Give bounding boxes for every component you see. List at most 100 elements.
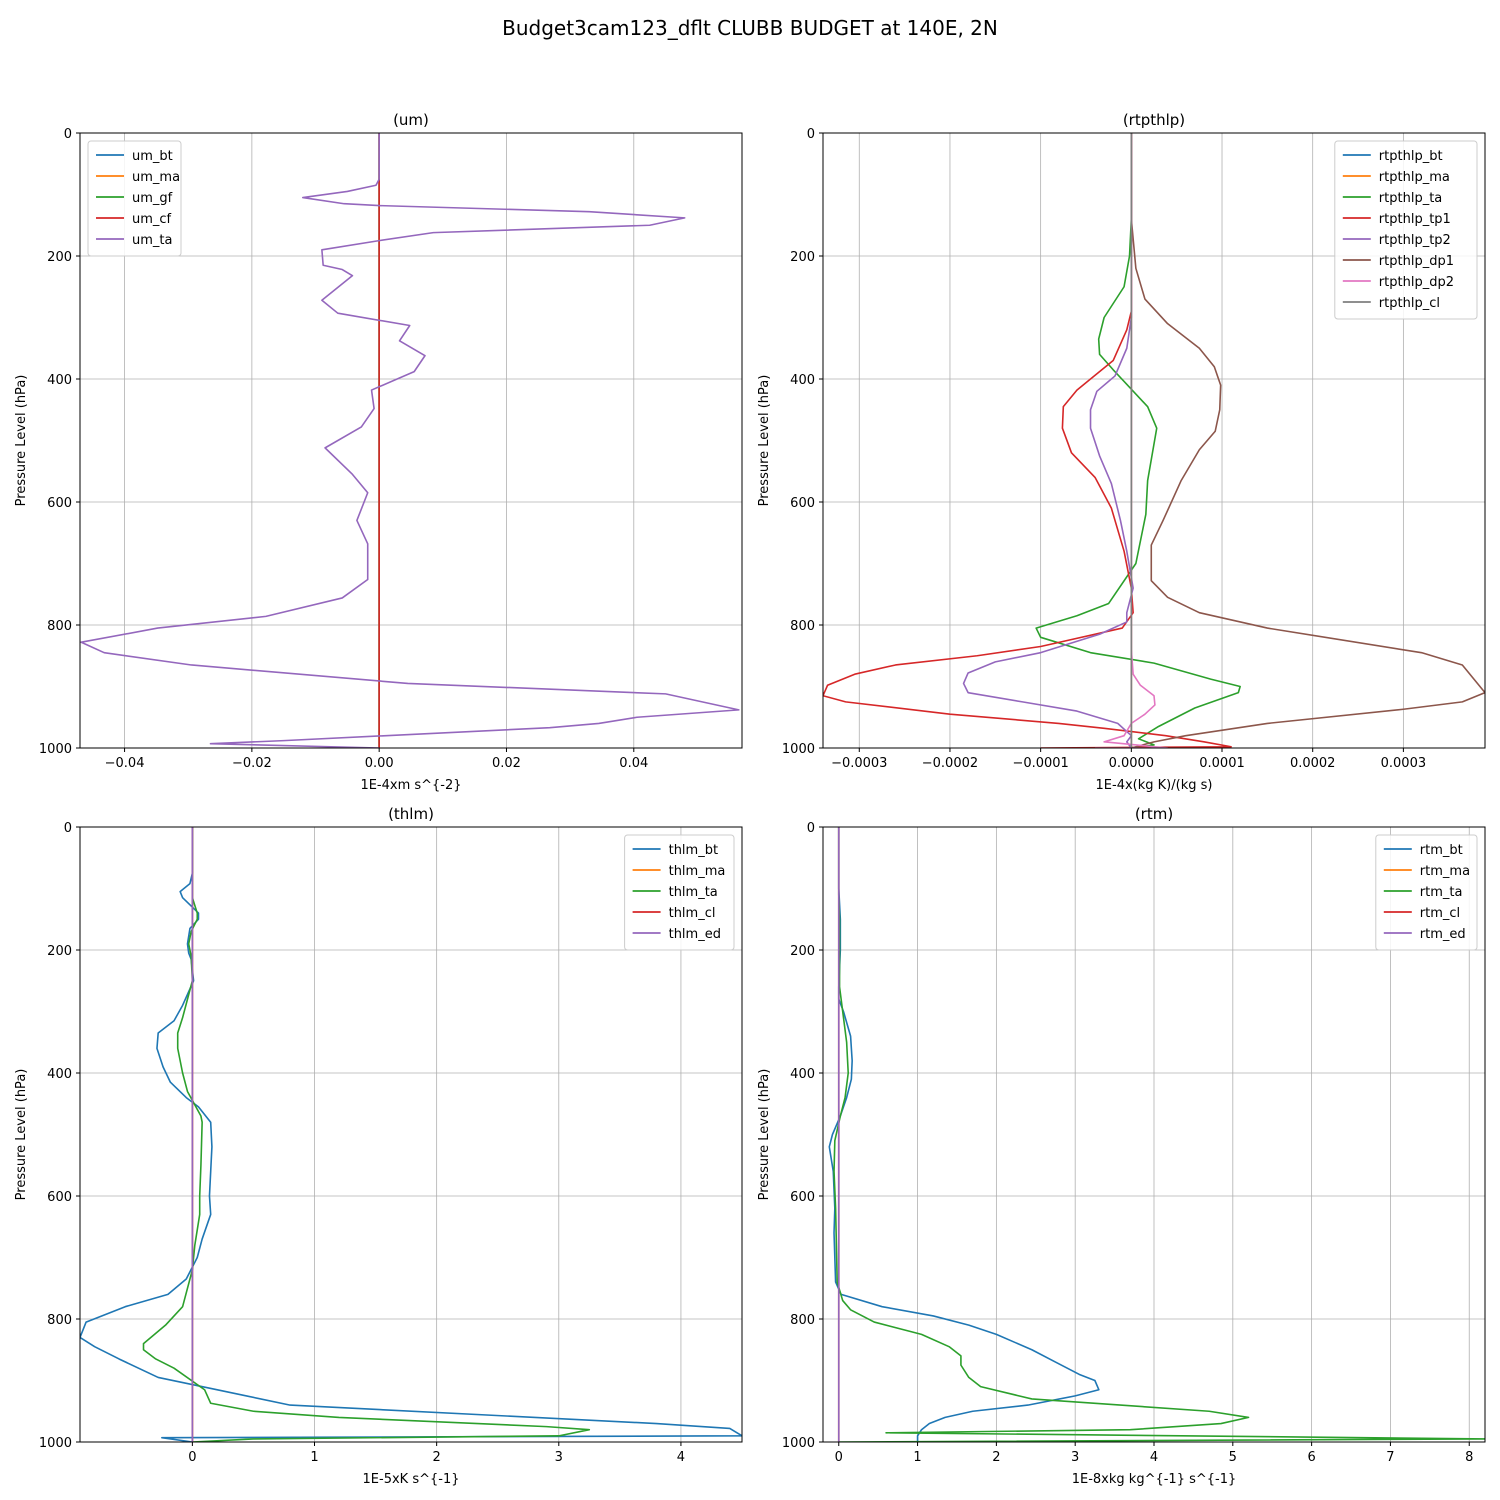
x-tick-label: 5 [1229, 1450, 1237, 1465]
series-line-rtm_bt [828, 827, 1100, 1442]
x-tick-label: 0.0000 [1109, 756, 1155, 771]
legend: rtm_bt rtm_ma rtm_ta rtm_cl rtm_ed [1375, 834, 1478, 951]
legend-entry: rtpthlp_ma [1379, 170, 1450, 185]
legend-entry: um_ta [132, 233, 172, 248]
panel-title: (thlm) [388, 805, 434, 823]
legend-entry: rtpthlp_dp2 [1379, 275, 1454, 290]
x-tick-label: −0.04 [105, 756, 145, 771]
x-tick-label: 0.0003 [1381, 756, 1427, 771]
legend: um_bt um_ma um_gf um_cf um_ta [87, 140, 182, 257]
y-tick-label: 1000 [39, 742, 72, 757]
x-tick-label: −0.0002 [922, 756, 978, 771]
panel-rtm: 0 1 2 3 4 5 6 7 8 0 200 400 600 800 1000 (rtm) 1E-8xkg k… [757, 805, 1486, 1487]
legend-entry: rtpthlp_tp2 [1379, 233, 1451, 248]
series-line-rtpthlp_ta [1035, 133, 1241, 748]
figure-title: Budget3cam123_dflt CLUBB BUDGET at 140E,… [502, 16, 998, 40]
y-tick-label: 1000 [782, 742, 815, 757]
x-tick-label: 0.00 [365, 756, 394, 771]
legend-entry: rtpthlp_ta [1379, 191, 1442, 206]
legend-entry: rtm_bt [1420, 843, 1463, 858]
series-line-thlm_ta [142, 827, 591, 1442]
legend-box [624, 834, 735, 951]
y-tick-label: 800 [790, 1313, 815, 1328]
x-tick-label: 1 [310, 1450, 318, 1465]
y-tick-label: 800 [790, 619, 815, 634]
series-group [828, 827, 1485, 1442]
y-tick-label: 600 [47, 1190, 72, 1205]
y-tick-label: 200 [47, 250, 72, 265]
axes-frame [822, 132, 1486, 749]
legend-entry: rtm_cl [1420, 906, 1460, 921]
series-line-um_ta [80, 133, 740, 748]
axes-frame [79, 132, 743, 749]
y-axis-label: Pressure Level (hPa) [757, 375, 772, 507]
panel-rtpthlp: −0.0003 −0.0002 −0.0001 0.0000 0.0001 0.0002 0… [757, 111, 1486, 793]
x-tick-label: 6 [1307, 1450, 1315, 1465]
legend-entry: thlm_bt [669, 843, 718, 858]
x-tick-label: 0.0001 [1199, 756, 1245, 771]
y-tick-label: 600 [47, 496, 72, 511]
x-tick-label: 0.04 [619, 756, 648, 771]
y-tick-label: 400 [790, 1067, 815, 1082]
legend-entry: rtm_ma [1420, 864, 1470, 879]
x-tick-label: 8 [1465, 1450, 1473, 1465]
legend-entry: rtm_ta [1420, 885, 1463, 900]
series-group [80, 827, 742, 1442]
legend-entry: um_cf [132, 212, 172, 227]
y-axis-label: Pressure Level (hPa) [757, 1069, 772, 1201]
y-tick-label: 1000 [39, 1436, 72, 1451]
legend-entry: thlm_ta [669, 885, 718, 900]
legend-entry: um_gf [132, 191, 173, 206]
y-tick-label: 600 [790, 496, 815, 511]
series-line-thlm_bt [80, 827, 742, 1442]
y-tick-label: 200 [47, 944, 72, 959]
x-tick-label: 0 [835, 1450, 843, 1465]
panel-um: −0.04 −0.02 0.00 0.02 0.04 0 200 400 600 800 1000 (… [14, 111, 743, 793]
legend-entry: um_ma [132, 170, 180, 185]
series-line-rtpthlp_tp2 [962, 133, 1134, 748]
y-tick-label: 400 [47, 1067, 72, 1082]
x-tick-label: 0 [188, 1450, 196, 1465]
legend-box [1334, 140, 1478, 320]
series-line-rtm_ta [833, 827, 1485, 1442]
x-tick-label: 3 [1071, 1450, 1079, 1465]
x-tick-label: −0.02 [232, 756, 272, 771]
legend-entry: um_bt [132, 149, 173, 164]
x-tick-label: 0.02 [492, 756, 521, 771]
legend-entry: thlm_ed [669, 927, 721, 942]
x-tick-label: 7 [1386, 1450, 1394, 1465]
y-tick-label: 200 [790, 944, 815, 959]
x-tick-label: −0.0003 [831, 756, 887, 771]
series-line-rtpthlp_tp1 [823, 133, 1232, 748]
panel-title: (um) [393, 111, 429, 129]
series-group [823, 133, 1485, 748]
y-tick-label: 800 [47, 1313, 72, 1328]
x-axis-label: 1E-4xm s^{-2} [360, 778, 461, 793]
panel-thlm: 0 1 2 3 4 0 200 400 600 800 1000 (thlm) 1E-5xK s^{-1… [14, 805, 743, 1487]
series-line-rtpthlp_dp1 [1130, 133, 1485, 748]
legend-entry: rtpthlp_bt [1379, 149, 1443, 164]
x-tick-label: 4 [677, 1450, 685, 1465]
legend: thlm_bt thlm_ma thlm_ta thlm_cl thlm_ed [624, 834, 735, 951]
legend-entry: rtpthlp_cl [1379, 296, 1440, 311]
y-tick-label: 800 [47, 619, 72, 634]
legend-entry: rtpthlp_tp1 [1379, 212, 1451, 227]
y-tick-label: 1000 [782, 1436, 815, 1451]
x-tick-label: 2 [433, 1450, 441, 1465]
y-tick-label: 0 [64, 127, 72, 142]
legend-entry: rtpthlp_dp1 [1379, 254, 1454, 269]
y-tick-label: 0 [807, 127, 815, 142]
y-tick-label: 600 [790, 1190, 815, 1205]
y-tick-label: 400 [47, 373, 72, 388]
y-axis-label: Pressure Level (hPa) [14, 1069, 29, 1201]
y-tick-label: 0 [807, 821, 815, 836]
axes-frame [79, 826, 743, 1443]
legend-entry: rtm_ed [1420, 927, 1466, 942]
x-tick-label: 4 [1150, 1450, 1158, 1465]
legend-box [1375, 834, 1478, 951]
x-tick-label: 1 [913, 1450, 921, 1465]
x-tick-label: 2 [992, 1450, 1000, 1465]
legend-box [87, 140, 182, 257]
legend-entry: thlm_ma [669, 864, 726, 879]
